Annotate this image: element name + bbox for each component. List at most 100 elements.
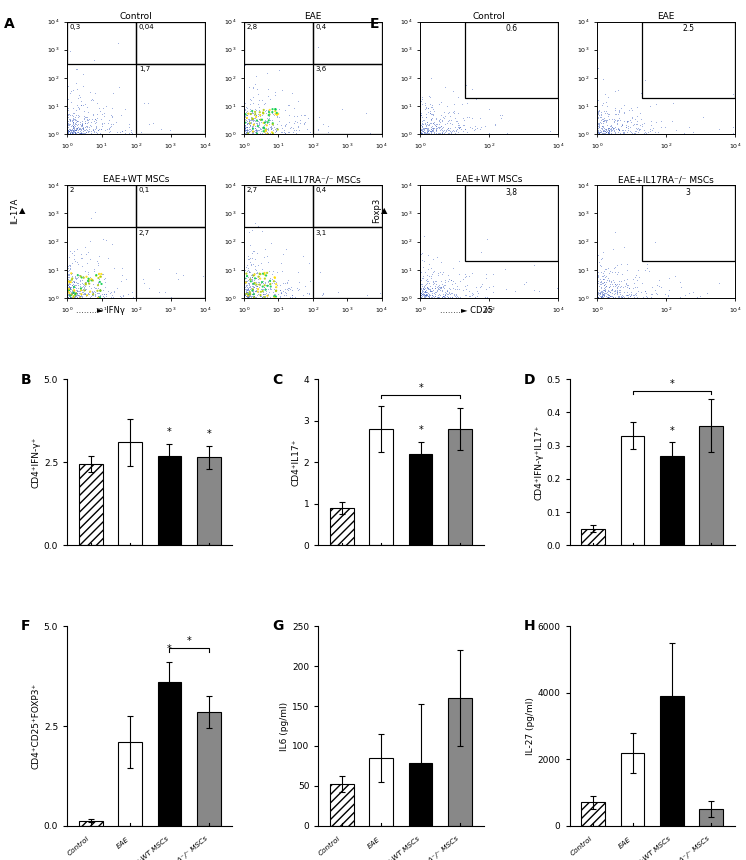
Point (248, 127, 260, 141)
Point (599, 126, 611, 139)
Point (417, 125, 429, 138)
Point (444, 291, 456, 304)
Point (448, 106, 460, 120)
Point (78, 287, 90, 301)
Point (446, 277, 458, 291)
Point (313, 109, 325, 123)
Point (79, 123, 91, 137)
Point (62, 286, 74, 299)
Point (107, 290, 119, 304)
Point (438, 111, 450, 125)
Point (267, 116, 279, 130)
Point (63, 108, 75, 121)
Point (263, 83, 275, 96)
Point (609, 114, 621, 127)
Point (245, 287, 257, 301)
Point (629, 270, 641, 284)
Point (66, 108, 78, 122)
Point (244, 290, 256, 304)
Point (66, 120, 78, 133)
Point (430, 123, 442, 137)
Point (66, 122, 78, 136)
Point (69, 124, 81, 138)
Point (457, 111, 469, 125)
Point (269, 102, 281, 116)
Point (66, 267, 78, 280)
Point (243, 272, 255, 286)
Point (63, 249, 75, 263)
Point (137, 273, 149, 286)
Point (594, 275, 606, 289)
Point (618, 240, 630, 254)
Point (501, 291, 513, 304)
Point (629, 288, 641, 302)
Point (430, 120, 442, 133)
Point (248, 287, 260, 301)
Point (592, 126, 604, 139)
Point (607, 125, 619, 138)
Point (81, 105, 93, 119)
Point (69, 122, 81, 136)
Point (612, 285, 624, 298)
Point (442, 273, 454, 287)
Point (432, 279, 444, 292)
Point (72, 270, 84, 284)
Point (597, 120, 609, 133)
Point (427, 283, 439, 297)
Point (81, 114, 93, 127)
Point (114, 126, 126, 139)
Point (107, 101, 119, 115)
Point (424, 288, 436, 302)
Point (426, 98, 438, 112)
Point (245, 108, 257, 121)
Point (449, 112, 461, 126)
Point (423, 289, 435, 303)
Point (599, 271, 611, 285)
Point (430, 280, 442, 293)
Point (242, 262, 254, 276)
Point (79, 114, 91, 128)
Point (433, 127, 445, 141)
Point (428, 125, 440, 138)
Point (264, 113, 276, 126)
Point (612, 122, 624, 136)
Point (76, 114, 88, 127)
Point (422, 290, 434, 304)
Point (244, 287, 256, 301)
Point (595, 105, 606, 119)
Point (455, 123, 467, 137)
Point (630, 126, 642, 140)
Point (266, 118, 278, 132)
Point (616, 267, 628, 281)
Point (248, 253, 260, 267)
Point (461, 96, 473, 110)
Point (418, 290, 430, 304)
Point (428, 291, 440, 304)
Point (430, 274, 442, 288)
Point (592, 290, 604, 304)
Point (62, 114, 74, 128)
Point (286, 288, 298, 302)
Point (420, 277, 432, 291)
Text: *: * (419, 425, 423, 435)
Point (629, 125, 641, 138)
Point (67, 83, 79, 97)
Point (260, 242, 272, 255)
Point (595, 285, 606, 298)
Point (293, 275, 305, 289)
Point (613, 123, 625, 137)
Point (454, 120, 466, 134)
Point (85, 273, 97, 287)
Point (257, 116, 269, 130)
Point (251, 114, 263, 128)
Point (608, 120, 620, 134)
Point (248, 291, 260, 304)
Point (256, 291, 268, 304)
Point (239, 107, 251, 120)
Point (438, 281, 450, 295)
Point (93, 276, 104, 290)
Point (595, 119, 607, 132)
Point (245, 92, 257, 106)
Point (450, 125, 462, 138)
Point (62, 285, 74, 298)
